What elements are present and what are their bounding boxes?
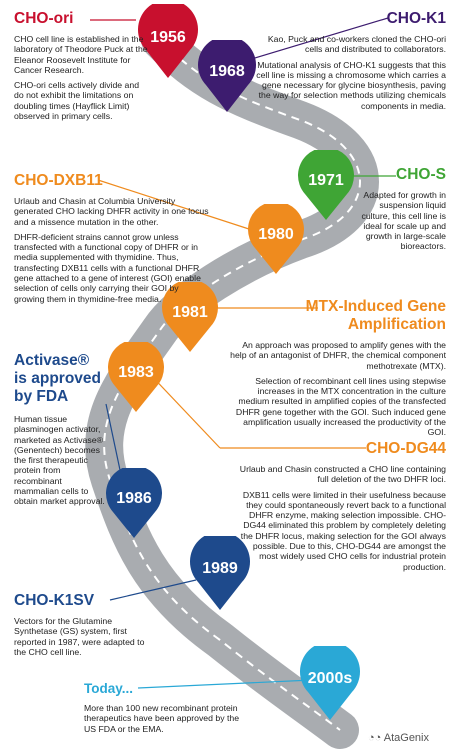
cho-k1-title: CHO-K1 — [386, 10, 446, 27]
cho-k1sv-block: CHO-K1SV Vectors for the Glutamine Synth… — [14, 592, 148, 662]
svg-text:1971: 1971 — [308, 172, 344, 189]
cho-dg44-block: CHO-DG44 Urlaub and Chasin constructed a… — [234, 440, 446, 577]
svg-text:1989: 1989 — [202, 560, 238, 577]
svg-text:1986: 1986 — [116, 490, 152, 507]
svg-text:1968: 1968 — [209, 63, 245, 80]
cho-k1-text-1: Kao, Puck and co-workers cloned the CHO-… — [267, 34, 446, 55]
cho-dg44-text-1: Urlaub and Chasin constructed a CHO line… — [239, 464, 446, 485]
activase-title-2: is approved — [14, 370, 101, 387]
pin-2000s: 2000s — [300, 646, 360, 720]
pin-1971: 1971 — [298, 150, 354, 220]
activase-text-1: Human tissue plasminogen activator, mark… — [14, 414, 105, 507]
cho-k1sv-text-1: Vectors for the Glutamine Synthetase (GS… — [14, 616, 145, 657]
cho-k1-text-2: Mutational analysis of CHO-K1 suggests t… — [256, 59, 446, 111]
svg-text:2000s: 2000s — [308, 670, 353, 687]
watermark: ◔◔ AtaGenix — [368, 732, 452, 744]
cho-dg44-text-2: DXB11 cells were limited in their useful… — [240, 489, 446, 572]
cho-ori-text-2: CHO-ori cells actively divide and do not… — [14, 80, 140, 122]
connector-2000s — [137, 679, 313, 689]
svg-text:1980: 1980 — [258, 226, 294, 243]
svg-text:1981: 1981 — [172, 304, 208, 321]
wechat-icon: ◔◔ — [368, 732, 382, 744]
pin-1981: 1981 — [162, 282, 218, 352]
today-title: Today... — [84, 681, 134, 696]
pin-1956: 1956 — [138, 4, 198, 78]
cho-dxb11-text-2: DHFR-deficient strains cannot grow unles… — [14, 231, 201, 304]
cho-k1-block: CHO-K1 Kao, Puck and co-workers cloned t… — [254, 10, 446, 116]
pin-1983: 1983 — [108, 342, 164, 412]
cho-ori-title: CHO-ori — [14, 10, 74, 27]
mtx-title-2: Amplification — [347, 316, 446, 333]
activase-block: Activase® is approved by FDA Human tissu… — [14, 352, 108, 512]
connector-1986 — [105, 403, 121, 471]
activase-title-1: Activase® — [14, 352, 90, 369]
watermark-text: AtaGenix — [383, 732, 429, 744]
cho-dg44-title: CHO-DG44 — [365, 440, 446, 457]
connector-1980 — [97, 179, 253, 231]
cho-s-block: CHO-S Adapted for growth in suspension l… — [356, 166, 447, 257]
pin-1980: 1980 — [248, 204, 304, 274]
cho-ori-block: CHO-ori CHO cell line is established in … — [14, 10, 150, 126]
cho-dxb11-text-1: Urlaub and Chasin at Columbia University… — [14, 196, 209, 227]
mtx-title-1: MTX-Induced Gene — [305, 298, 446, 315]
cho-dxb11-title: CHO-DXB11 — [14, 172, 103, 189]
cho-k1sv-title: CHO-K1SV — [14, 592, 95, 609]
today-block: Today... More than 100 new recombinant p… — [84, 680, 244, 739]
pin-1986: 1986 — [106, 468, 162, 538]
cho-s-text-1: Adapted for growth in suspension liquid … — [361, 190, 447, 252]
cho-ori-text-1: CHO cell line is established in the labo… — [14, 34, 148, 75]
activase-title-3: by FDA — [14, 388, 69, 405]
pin-1989: 1989 — [190, 536, 250, 610]
pin-1968: 1968 — [198, 40, 256, 112]
svg-text:1956: 1956 — [150, 29, 186, 46]
svg-text:1983: 1983 — [118, 364, 154, 381]
mtx-text-1: An approach was proposed to amplify gene… — [230, 340, 446, 371]
today-text-1: More than 100 new recombinant protein th… — [84, 703, 240, 734]
mtx-block: MTX-Induced Gene Amplification An approa… — [230, 298, 446, 443]
connector-1968 — [247, 17, 389, 61]
cho-dxb11-block: CHO-DXB11 Urlaub and Chasin at Columbia … — [14, 172, 210, 309]
cho-s-title: CHO-S — [396, 166, 446, 183]
connector-1989 — [109, 579, 197, 601]
mtx-text-2: Selection of recombinant cell lines usin… — [235, 375, 446, 438]
